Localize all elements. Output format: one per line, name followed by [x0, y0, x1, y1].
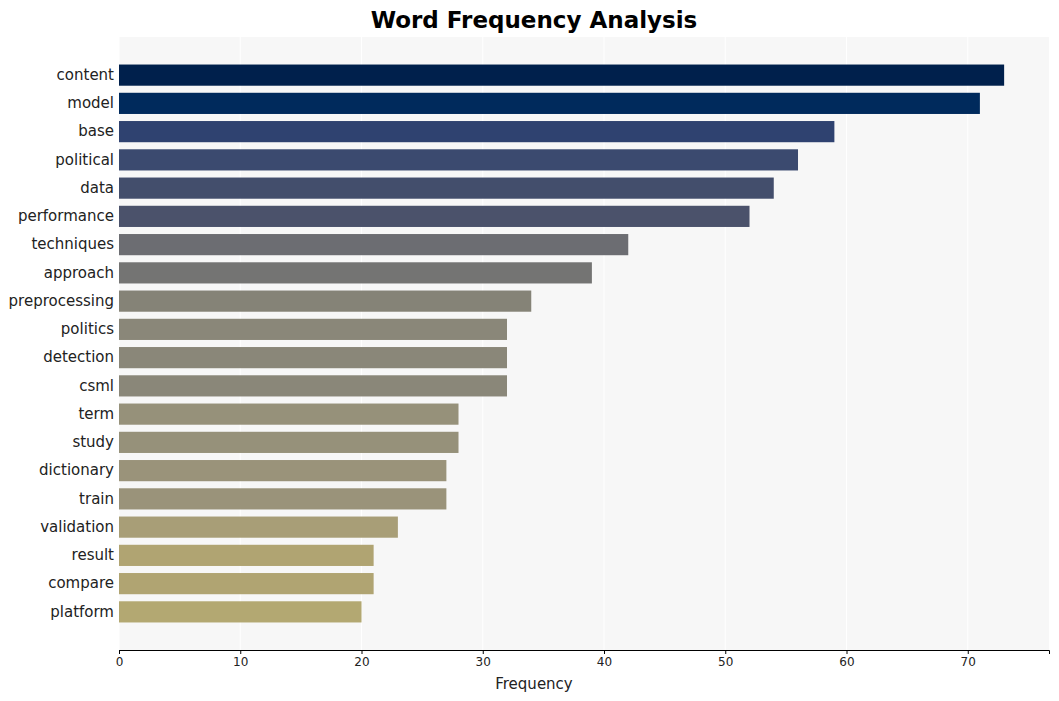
y-tick-label: model [67, 94, 114, 112]
y-axis: content model base political data performance… [9, 66, 119, 621]
bar [119, 545, 374, 566]
bar [119, 149, 798, 170]
x-tick-mark [968, 650, 969, 654]
y-tick-label: study [72, 433, 114, 451]
y-tick: validation [40, 518, 119, 536]
y-tick-label: result [72, 546, 115, 564]
y-tick-label: data [80, 179, 114, 197]
y-tick-label: preprocessing [9, 292, 114, 310]
grid-line [967, 37, 968, 650]
x-tick-label: 70 [961, 655, 976, 669]
bar [119, 291, 531, 312]
bar [119, 432, 459, 453]
bar [119, 65, 1004, 86]
chart: Word Frequency Analysis 0 10 20 30 40 50 60 70 co… [0, 0, 1059, 701]
x-tick-mark [362, 650, 363, 654]
x-tick-mark [119, 650, 120, 654]
grid [119, 37, 968, 650]
x-tick: 70 [961, 650, 976, 669]
bar [119, 404, 459, 425]
bar [119, 517, 398, 538]
bar [119, 319, 507, 340]
y-tick-label: approach [44, 264, 114, 282]
y-tick: compare [48, 574, 119, 592]
x-tick-mark [604, 650, 605, 654]
bar [119, 573, 374, 594]
bars [119, 65, 1004, 623]
y-tick-label: techniques [31, 235, 114, 253]
x-tick-label: 10 [233, 655, 248, 669]
plot: 0 10 20 30 40 50 60 70 content model base political… [9, 37, 1050, 669]
y-tick: performance [18, 207, 119, 225]
y-tick: political [55, 151, 119, 169]
bar [119, 375, 507, 396]
x-tick-mark [725, 650, 726, 654]
x-tick: 50 [718, 650, 733, 669]
x-tick-mark [847, 650, 848, 654]
bar [119, 347, 507, 368]
plot-background [119, 37, 1049, 650]
bar [119, 488, 446, 509]
grid-line [846, 37, 847, 650]
y-tick-label: validation [40, 518, 114, 536]
y-tick-label: compare [48, 574, 114, 592]
y-tick-label: term [78, 405, 114, 423]
y-tick-label: politics [61, 320, 114, 338]
y-tick: csml [79, 377, 119, 395]
x-tick: 10 [233, 650, 248, 669]
x-tick-label: 60 [839, 655, 854, 669]
y-tick: train [79, 490, 119, 508]
bar [119, 262, 592, 283]
bar [119, 178, 774, 199]
y-tick-label: dictionary [39, 461, 114, 479]
y-tick: data [80, 179, 119, 197]
x-tick-label: 50 [718, 655, 733, 669]
x-tick-mark [483, 650, 484, 654]
x-tick-label: 30 [476, 655, 491, 669]
bar [119, 93, 980, 114]
y-tick-label: platform [50, 603, 114, 621]
y-tick: dictionary [39, 461, 119, 479]
y-tick: base [78, 122, 119, 140]
x-axis-title: Frequency [495, 675, 573, 693]
y-tick: detection [43, 348, 119, 366]
y-tick: model [67, 94, 119, 112]
y-tick-label: detection [43, 348, 114, 366]
x-tick-label: 20 [354, 655, 369, 669]
x-tick: 30 [476, 650, 491, 669]
x-tick-mark [240, 650, 241, 654]
y-tick: preprocessing [9, 292, 119, 310]
bar [119, 234, 628, 255]
y-tick-label: base [78, 122, 114, 140]
x-axis: 0 10 20 30 40 50 60 70 [116, 650, 1050, 669]
y-tick: content [57, 66, 119, 84]
y-tick: approach [44, 264, 119, 282]
x-tick: 20 [354, 650, 369, 669]
title: Word Frequency Analysis [371, 7, 698, 33]
y-tick-label: csml [79, 377, 114, 395]
bar [119, 206, 750, 227]
x-tick: 0 [116, 650, 124, 669]
y-tick: techniques [31, 235, 119, 253]
y-tick-label: political [55, 151, 114, 169]
y-tick: term [78, 405, 119, 423]
y-tick: politics [61, 320, 119, 338]
y-tick-label: train [79, 490, 114, 508]
x-tick-label: 40 [597, 655, 612, 669]
x-axis-line [120, 651, 1050, 655]
y-tick: platform [50, 603, 119, 621]
bar [119, 460, 446, 481]
y-tick-label: performance [18, 207, 114, 225]
x-tick: 60 [839, 650, 854, 669]
x-tick-label: 0 [116, 655, 124, 669]
bar [119, 121, 834, 142]
y-tick: result [72, 546, 119, 564]
y-tick-label: content [57, 66, 115, 84]
x-tick: 40 [597, 650, 612, 669]
y-tick: study [72, 433, 119, 451]
bar [119, 601, 362, 622]
